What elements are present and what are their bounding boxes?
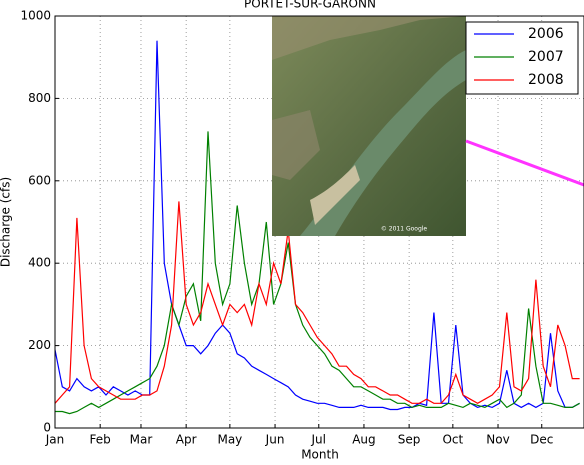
x-tick-label: Aug <box>352 433 375 447</box>
inset-image: © 2011 Google <box>272 16 466 236</box>
x-tick-label: Dec <box>530 433 553 447</box>
legend: 2006 2007 2008 <box>466 22 578 94</box>
x-tick-label: Jul <box>311 433 326 447</box>
x-tick-label: May <box>217 433 242 447</box>
y-tick-label: 1000 <box>20 9 51 23</box>
x-tick-label: Jun <box>265 433 285 447</box>
x-tick-label: Oct <box>442 433 463 447</box>
x-tick-label: Jan <box>45 433 65 447</box>
y-tick-label: 400 <box>28 256 51 270</box>
y-axis-label: Discharge (cfs) <box>0 177 13 267</box>
legend-label: 2006 <box>528 26 564 42</box>
y-tick-label: 200 <box>28 338 51 352</box>
x-tick-label: Mar <box>130 433 153 447</box>
y-tick-label: 600 <box>28 173 51 187</box>
x-tick-label: Nov <box>486 433 509 447</box>
x-tick-label: Feb <box>90 433 111 447</box>
chart: PORTET-SUR-GARONN Discharge (cfs) Month … <box>0 0 584 465</box>
legend-label: 2008 <box>528 72 564 88</box>
x-axis-label: Month <box>301 448 339 462</box>
legend-label: 2007 <box>528 49 564 65</box>
image-credit: © 2011 Google <box>381 226 428 233</box>
x-tick-label: Sep <box>398 433 421 447</box>
y-tick-label: 800 <box>28 91 51 105</box>
chart-title: PORTET-SUR-GARONN <box>244 0 376 11</box>
x-tick-label: Apr <box>176 433 197 447</box>
